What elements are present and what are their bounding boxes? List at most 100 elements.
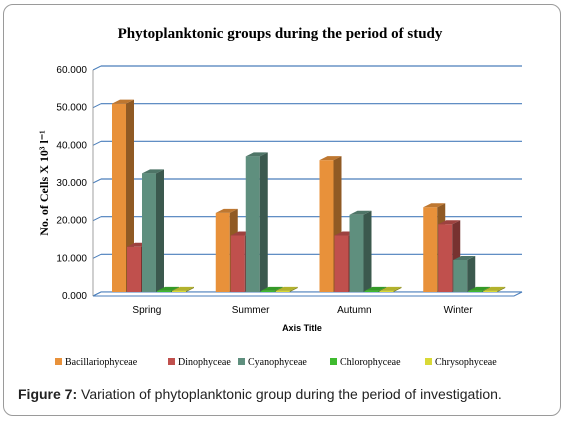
y-tick-label: 10.000 xyxy=(56,253,87,264)
legend-item: Chlorophyceae xyxy=(330,357,401,368)
bar-top xyxy=(453,255,476,260)
bar-face xyxy=(215,212,230,292)
axes xyxy=(92,70,523,297)
bar xyxy=(172,286,194,292)
bar-face xyxy=(364,290,379,292)
legend-label: Bacillariophyceae xyxy=(65,357,138,368)
bar-face xyxy=(349,214,364,292)
bar-face xyxy=(453,259,468,292)
legend-label: Dinophyceae xyxy=(178,357,231,368)
bar-top xyxy=(438,220,461,225)
bar-side xyxy=(126,99,134,293)
bars xyxy=(112,99,506,293)
bar-side xyxy=(497,286,506,292)
figure-caption: Figure 7: Variation of phytoplanktonic g… xyxy=(18,386,558,402)
caption-text: Variation of phytoplanktonic group durin… xyxy=(77,386,502,402)
bar-top xyxy=(364,286,387,291)
bar-top xyxy=(483,286,506,291)
y-tick-labels: 0.000 10.000 20.000 30.000 40.000 50.000 60.00… xyxy=(56,65,87,302)
bar-face xyxy=(157,290,171,292)
x-category-label: Winter xyxy=(444,305,474,316)
legend-swatch xyxy=(330,358,337,365)
bar-face xyxy=(230,235,245,292)
bar-top xyxy=(172,286,194,291)
bar xyxy=(275,286,298,292)
legend-label: Chrysophyceae xyxy=(435,357,497,368)
bar-face xyxy=(260,290,275,292)
bar-face xyxy=(172,290,186,292)
y-tick-label: 50.000 xyxy=(56,103,87,114)
legend-swatch xyxy=(238,358,245,365)
bar-face xyxy=(127,246,141,292)
bar-face xyxy=(319,160,334,292)
bar-top xyxy=(142,169,164,174)
bar-face xyxy=(483,290,498,292)
y-axis-label: No. of Cells X 10³ l⁻¹ xyxy=(37,130,51,236)
bar-top xyxy=(319,156,342,161)
x-axis-label: Axis Title xyxy=(282,323,322,333)
bar-side xyxy=(363,210,372,292)
bar xyxy=(453,255,476,292)
bar-side xyxy=(156,169,164,292)
bar xyxy=(379,286,402,292)
legend-label: Cyanophyceae xyxy=(248,357,307,368)
bar-face xyxy=(142,173,156,292)
bar-face xyxy=(423,207,438,292)
bar-top xyxy=(260,286,283,291)
x-category-label: Spring xyxy=(132,305,161,316)
bar-face xyxy=(275,290,290,292)
bar xyxy=(142,169,164,292)
y-tick-label: 40.000 xyxy=(56,140,87,151)
gridline-slant xyxy=(92,253,102,259)
gridline-slant xyxy=(92,178,102,184)
bar-side xyxy=(467,255,476,292)
bar-top xyxy=(215,208,238,213)
y-tick-label: 0.000 xyxy=(62,291,87,302)
legend-item: Bacillariophyceae xyxy=(55,357,138,368)
legend: Bacillariophyceae Dinophyceae Cyanophyceae… xyxy=(55,357,497,368)
chart-floor xyxy=(92,291,523,297)
x-category-label: Summer xyxy=(232,305,270,316)
bar-side xyxy=(259,152,268,292)
x-category-labels: Spring Summer Autumn Winter xyxy=(132,305,473,316)
bar xyxy=(349,210,372,292)
bar-top xyxy=(245,152,268,157)
bar-top xyxy=(349,210,372,215)
caption-label: Figure 7: xyxy=(18,386,78,402)
bar-top xyxy=(275,286,298,291)
figure-frame xyxy=(3,4,561,416)
bar-face xyxy=(468,290,483,292)
bar-face xyxy=(112,103,126,293)
bar-top xyxy=(112,99,134,104)
bar xyxy=(483,286,506,292)
bar-side xyxy=(289,286,298,292)
legend-swatch xyxy=(168,358,175,365)
legend-swatch xyxy=(55,358,62,365)
legend-label: Chlorophyceae xyxy=(340,357,401,368)
gridline-slant xyxy=(92,140,102,146)
y-tick-label: 60.000 xyxy=(56,65,87,76)
x-category-label: Autumn xyxy=(337,305,371,316)
chart-title: Phytoplanktonic groups during the period… xyxy=(118,26,443,42)
bar-face xyxy=(245,156,260,292)
gridline-slant xyxy=(92,103,102,109)
gridline-slant xyxy=(92,216,102,222)
bar-top xyxy=(379,286,402,291)
legend-item: Cyanophyceae xyxy=(238,357,307,368)
bar-face xyxy=(334,235,349,292)
gridline-slant xyxy=(92,65,102,71)
bar-face xyxy=(438,224,453,292)
bar-side xyxy=(393,286,402,292)
bar-face xyxy=(379,290,394,292)
legend-item: Dinophyceae xyxy=(168,357,231,368)
bar-side xyxy=(186,286,194,292)
bar-top xyxy=(423,203,446,208)
bar xyxy=(245,152,268,292)
bar xyxy=(112,99,134,293)
y-tick-label: 20.000 xyxy=(56,216,87,227)
legend-swatch xyxy=(425,358,432,365)
bar-top xyxy=(468,286,491,291)
bar-top xyxy=(157,286,179,291)
legend-item: Chrysophyceae xyxy=(425,357,497,368)
